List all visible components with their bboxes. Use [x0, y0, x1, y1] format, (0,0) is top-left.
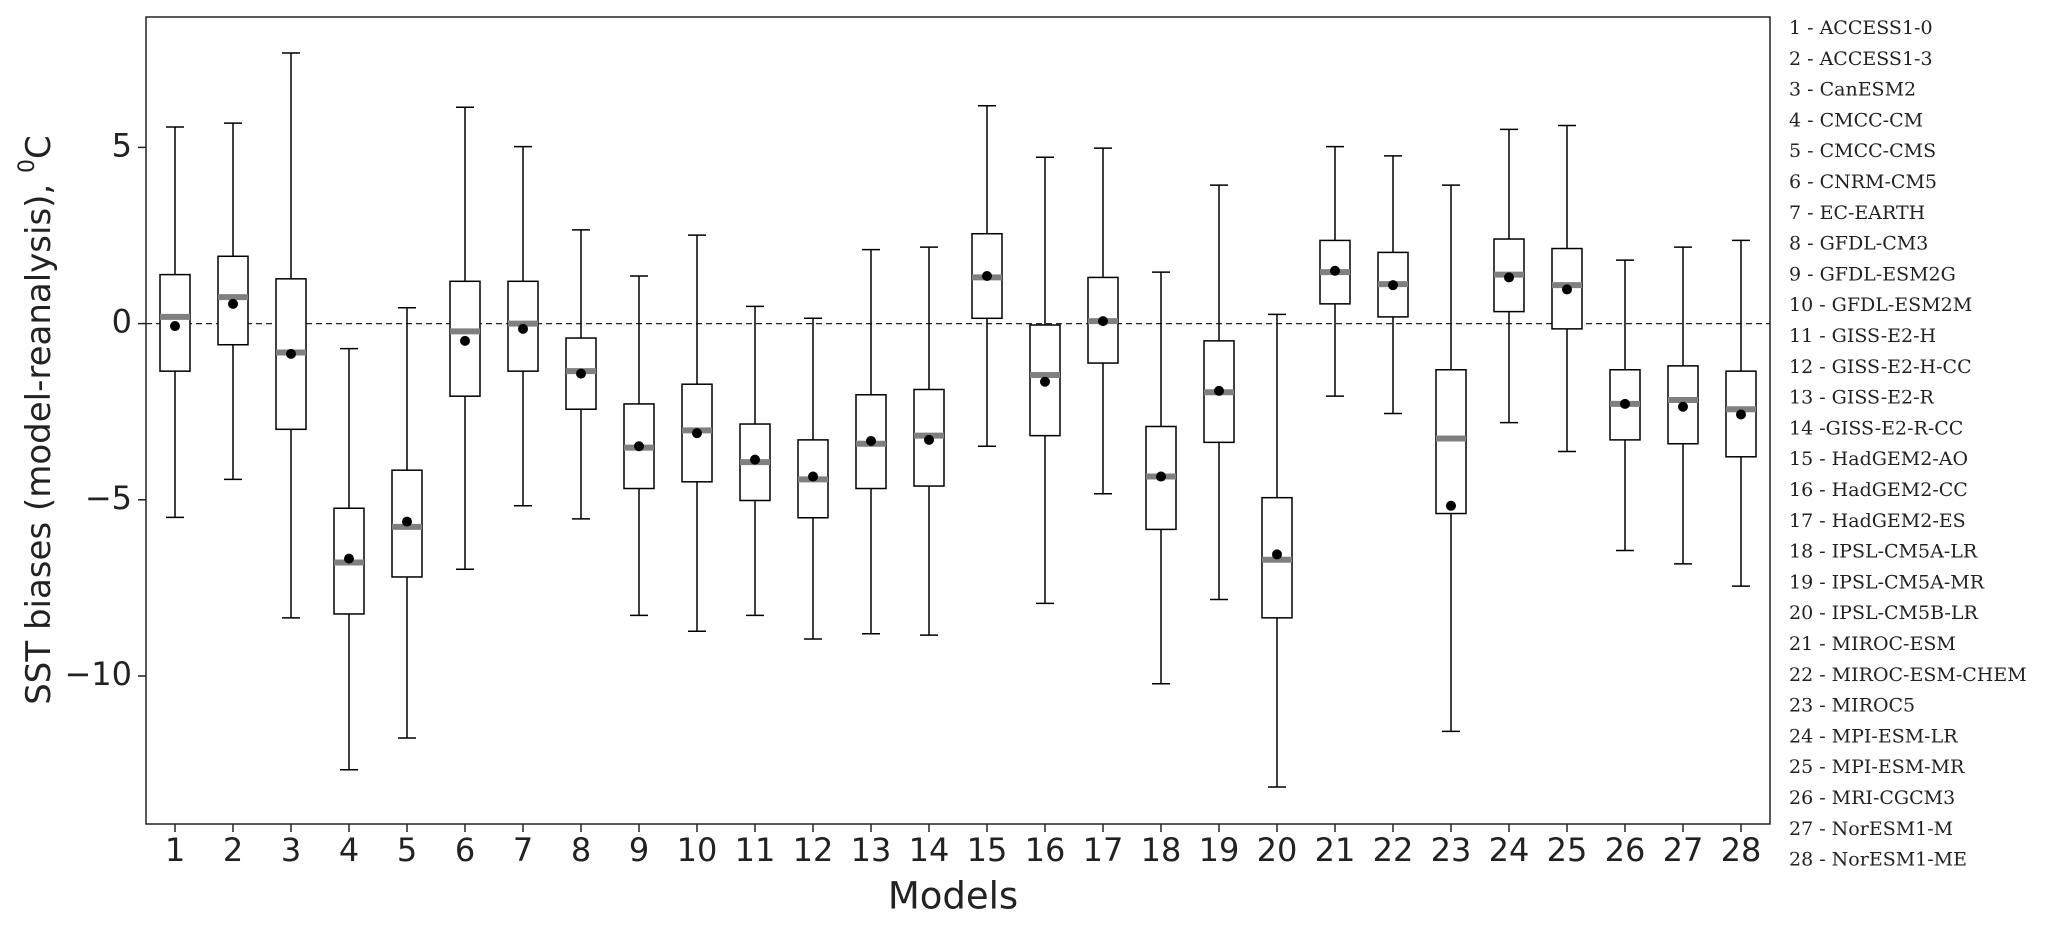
x-tick-label: 6 — [455, 831, 475, 869]
legend-entry: 3 - CanESM2 — [1789, 79, 1916, 101]
legend-entry: 13 - GISS-E2-R — [1789, 387, 1935, 409]
box — [1435, 369, 1467, 515]
x-tick-label: 4 — [339, 831, 359, 869]
legend-entry: 18 - IPSL-CM5A-LR — [1789, 541, 1978, 563]
mean — [1388, 280, 1398, 291]
legend-entry: 10 - GFDL-ESM2M — [1789, 294, 1972, 316]
legend-entry: 25 - MPI-ESM-MR — [1789, 756, 1965, 778]
mean — [634, 441, 644, 452]
y-tick-label: 0 — [112, 303, 132, 341]
x-tick-label: 19 — [1199, 831, 1240, 869]
legend-entry: 20 - IPSL-CM5B-LR — [1789, 602, 1978, 624]
mean — [286, 348, 296, 359]
x-tick-label: 25 — [1547, 831, 1588, 869]
mean — [982, 271, 992, 282]
legend-entry: 23 - MIROC5 — [1789, 695, 1915, 717]
x-tick-label: 24 — [1489, 831, 1530, 869]
mean — [1040, 376, 1050, 387]
x-tick-label: 23 — [1431, 831, 1472, 869]
mean — [1620, 398, 1630, 409]
mean — [518, 323, 528, 334]
legend-entry: 12 - GISS-E2-H-CC — [1789, 356, 1972, 378]
mean — [1098, 316, 1108, 327]
legend-entry: 21 - MIROC-ESM — [1789, 633, 1956, 655]
legend-entry: 15 - HadGEM2-AO — [1789, 448, 1968, 470]
x-tick-label: 16 — [1025, 831, 1066, 869]
x-tick-label: 1 — [165, 831, 185, 869]
x-tick-label: 17 — [1083, 831, 1124, 869]
x-tick-label: 7 — [513, 831, 533, 869]
legend-entry: 22 - MIROC-ESM-CHEM — [1789, 664, 2027, 686]
x-tick-label: 22 — [1373, 831, 1414, 869]
y-axis-label-unit: C — [19, 135, 59, 159]
mean — [1214, 385, 1224, 396]
legend-entry: 27 - NorESM1-M — [1789, 818, 1953, 840]
mean — [1678, 401, 1688, 412]
x-tick-label: 27 — [1663, 831, 1704, 869]
legend-entry: 28 - NorESM1-ME — [1789, 849, 1967, 871]
mean — [576, 368, 586, 379]
mean — [1562, 284, 1572, 295]
mean — [750, 454, 760, 465]
x-axis-label: Models — [888, 875, 1018, 918]
plot-frame — [145, 16, 1771, 825]
x-tick-label: 26 — [1605, 831, 1646, 869]
mean — [1156, 471, 1166, 482]
x-tick-label: 18 — [1141, 831, 1182, 869]
x-tick-label: 11 — [735, 831, 776, 869]
mean — [344, 553, 354, 564]
legend-entry: 19 - IPSL-CM5A-MR — [1789, 571, 1985, 593]
mean — [170, 321, 180, 332]
x-tick-label: 13 — [851, 831, 892, 869]
mean — [402, 516, 412, 527]
mean — [1504, 272, 1514, 283]
legend-entry: 5 - CMCC-CMS — [1789, 140, 1936, 162]
legend-entry: 1 - ACCESS1-0 — [1789, 17, 1933, 39]
mean — [1272, 549, 1282, 560]
x-tick-label: 2 — [223, 831, 243, 869]
legend-entry: 6 - CNRM-CM5 — [1789, 171, 1937, 193]
x-tick-label: 20 — [1257, 831, 1298, 869]
legend-entry: 17 - HadGEM2-ES — [1789, 510, 1966, 532]
mean — [1736, 409, 1746, 420]
legend-entry: 2 - ACCESS1-3 — [1789, 48, 1933, 70]
x-tick-label: 12 — [793, 831, 834, 869]
x-tick-label: 5 — [397, 831, 417, 869]
x-tick-label: 15 — [967, 831, 1008, 869]
mean — [808, 471, 818, 482]
y-axis-label-text: SST biases (model-reanalysis), — [19, 173, 59, 705]
y-tick-label: −10 — [64, 655, 132, 693]
mean — [866, 435, 876, 446]
legend-entry: 9 - GFDL-ESM2G — [1789, 263, 1956, 285]
y-axis-label-sup: 0 — [15, 159, 40, 173]
x-tick-label: 9 — [629, 831, 649, 869]
legend-entry: 4 - CMCC-CM — [1789, 109, 1923, 131]
y-axis-label: SST biases (model-reanalysis), 0C — [15, 135, 59, 705]
y-tick-label: −5 — [85, 479, 132, 517]
legend-entry: 8 - GFDL-CM3 — [1789, 233, 1928, 255]
legend-entry: 16 - HadGEM2-CC — [1789, 479, 1968, 501]
mean — [1446, 500, 1456, 511]
legend-entry: 26 - MRI-CGCM3 — [1789, 787, 1955, 809]
legend-entry: 14 -GISS-E2-R-CC — [1789, 417, 1963, 439]
legend-entry: 11 - GISS-E2-H — [1789, 325, 1936, 347]
x-tick-label: 3 — [281, 831, 301, 869]
mean — [1330, 265, 1340, 276]
legend-entry: 24 - MPI-ESM-LR — [1789, 725, 1958, 747]
mean — [228, 298, 238, 309]
mean — [460, 335, 470, 346]
legend-entry: 7 - EC-EARTH — [1789, 202, 1925, 224]
x-tick-label: 28 — [1721, 831, 1762, 869]
x-tick-label: 8 — [571, 831, 591, 869]
x-tick-label: 14 — [909, 831, 950, 869]
mean — [924, 434, 934, 445]
y-tick-label: 5 — [112, 126, 132, 164]
mean — [692, 428, 702, 439]
x-tick-label: 10 — [677, 831, 718, 869]
x-tick-label: 21 — [1315, 831, 1356, 869]
